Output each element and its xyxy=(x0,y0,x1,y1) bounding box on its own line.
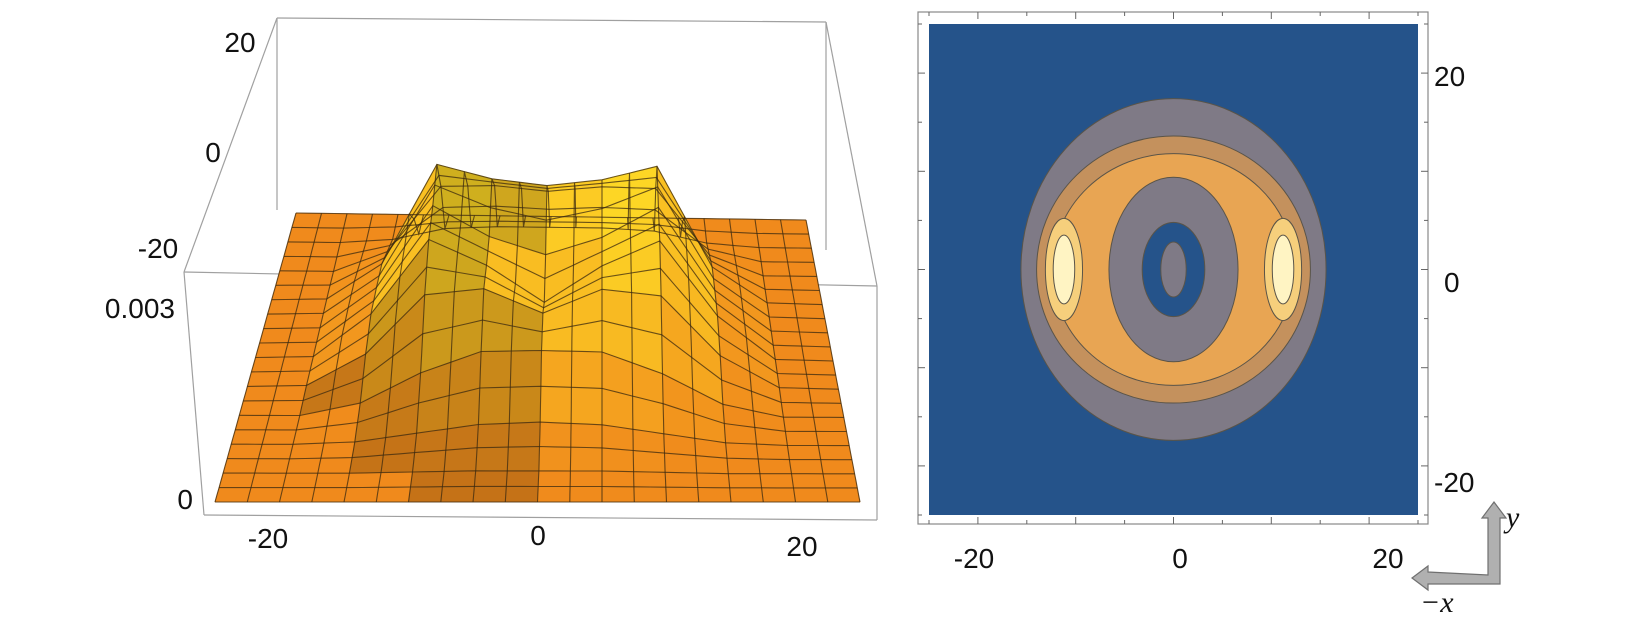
contour-region xyxy=(1271,234,1295,305)
contour-plot: -20 0 20 20 0 -20 xyxy=(917,11,1474,574)
y-tick-label: 0 xyxy=(1444,267,1460,298)
x-tick-label: -20 xyxy=(248,523,288,554)
mesh-line xyxy=(259,221,831,348)
box-edge xyxy=(183,17,278,273)
mesh-line xyxy=(275,174,820,292)
box-edge xyxy=(183,271,205,516)
x-direction-label: −x xyxy=(1420,586,1454,619)
mesh-line xyxy=(223,470,855,475)
mesh-line xyxy=(263,204,828,334)
axis-ticks xyxy=(918,12,1428,524)
mesh-line xyxy=(267,184,825,320)
mesh-line xyxy=(235,385,847,433)
y-tick-label: -20 xyxy=(1434,467,1474,498)
contour-region xyxy=(1160,241,1187,298)
x-tick-label: 20 xyxy=(1372,543,1403,574)
z-tick-label: 0.003 xyxy=(105,293,175,324)
mesh-line xyxy=(255,238,834,362)
box-edge xyxy=(276,17,827,23)
x-tick-label: 20 xyxy=(786,531,817,562)
z-tick-label: 0 xyxy=(177,484,193,515)
y-tick-label: 20 xyxy=(1434,61,1465,92)
mesh-line xyxy=(291,220,809,235)
orientation-indicator: y −x xyxy=(1411,501,1520,619)
mesh-line xyxy=(295,212,807,221)
mesh-line xyxy=(243,319,842,404)
mesh-line xyxy=(219,485,858,489)
surface-faces xyxy=(214,163,861,503)
box-edge xyxy=(203,514,878,521)
mesh-line xyxy=(227,445,852,461)
y-tick-label: 20 xyxy=(224,27,255,58)
axis-arrows-icon xyxy=(1411,501,1508,592)
x-tick-label: -20 xyxy=(954,543,994,574)
y-direction-label: y xyxy=(1503,501,1520,534)
mesh-line xyxy=(283,205,815,263)
mesh-line xyxy=(247,288,839,390)
surface-mesh xyxy=(214,163,861,503)
contour-region xyxy=(1052,234,1076,305)
box-edge xyxy=(825,21,878,287)
mesh-line xyxy=(271,163,823,306)
surface-plot: -20 0 20 20 0 -20 0.003 0 xyxy=(105,17,878,562)
y-tick-label: 0 xyxy=(205,137,221,168)
x-tick-label: 0 xyxy=(1172,543,1188,574)
y-tick-label: -20 xyxy=(138,233,178,264)
mesh-line xyxy=(251,266,836,376)
mesh-line xyxy=(239,349,844,418)
mesh-line xyxy=(287,226,812,249)
x-tick-label: 0 xyxy=(530,520,546,551)
contour-bands xyxy=(1020,98,1327,441)
mesh-line xyxy=(231,421,850,447)
mesh-line xyxy=(279,185,817,277)
